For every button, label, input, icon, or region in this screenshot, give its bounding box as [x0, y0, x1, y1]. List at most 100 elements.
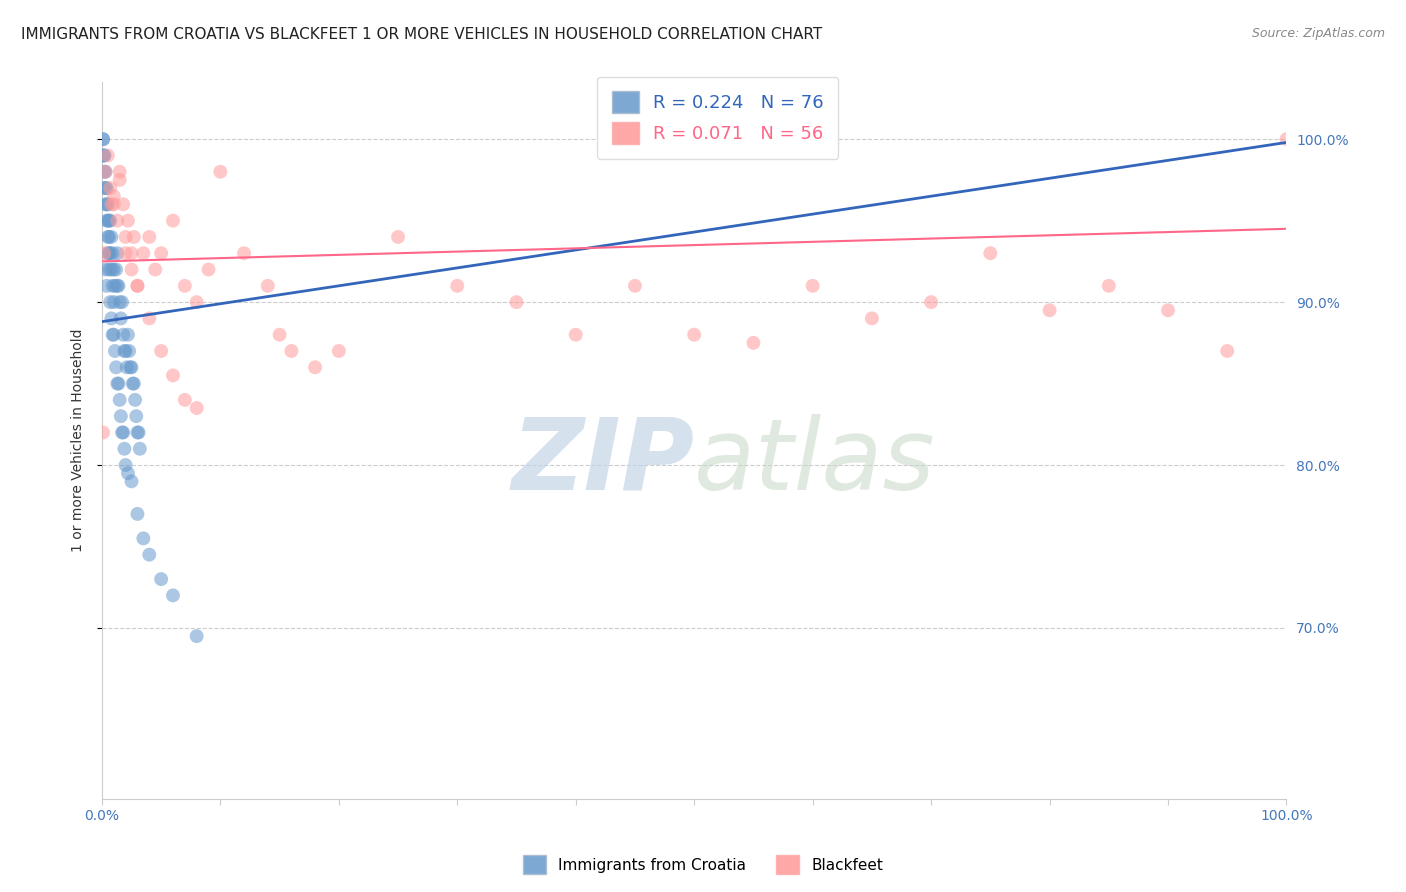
Point — [98, 213, 121, 227]
Point — [624, 278, 647, 293]
Point — [112, 327, 135, 342]
Point — [94, 165, 117, 179]
Point — [120, 360, 142, 375]
Point — [122, 230, 145, 244]
Point — [98, 230, 121, 244]
Point — [742, 335, 765, 350]
Point — [100, 262, 122, 277]
Point — [683, 327, 706, 342]
Point — [114, 246, 136, 260]
Point — [138, 230, 160, 244]
Point — [97, 148, 120, 162]
Point — [112, 197, 135, 211]
Point — [101, 327, 124, 342]
Point — [96, 181, 118, 195]
Point — [108, 173, 131, 187]
Text: IMMIGRANTS FROM CROATIA VS BLACKFEET 1 OR MORE VEHICLES IN HOUSEHOLD CORRELATION: IMMIGRANTS FROM CROATIA VS BLACKFEET 1 O… — [21, 27, 823, 42]
Point — [93, 165, 115, 179]
Y-axis label: 1 or more Vehicles in Household: 1 or more Vehicles in Household — [72, 329, 86, 552]
Point — [96, 213, 118, 227]
Point — [446, 278, 468, 293]
Point — [121, 246, 143, 260]
Text: ZIP: ZIP — [512, 414, 695, 510]
Point — [162, 213, 184, 227]
Point — [564, 327, 586, 342]
Point — [104, 343, 127, 358]
Point — [127, 507, 149, 521]
Point — [105, 376, 128, 391]
Point — [920, 295, 942, 310]
Point — [860, 311, 883, 326]
Point — [111, 295, 134, 310]
Point — [117, 213, 139, 227]
Point — [103, 327, 125, 342]
Point — [127, 425, 149, 440]
Point — [117, 327, 139, 342]
Point — [173, 278, 195, 293]
Text: atlas: atlas — [695, 414, 936, 510]
Point — [101, 278, 124, 293]
Point — [143, 262, 166, 277]
Point — [103, 295, 125, 310]
Point — [979, 246, 1001, 260]
Point — [98, 213, 121, 227]
Point — [94, 262, 117, 277]
Point — [93, 148, 115, 162]
Point — [269, 327, 291, 342]
Point — [91, 132, 114, 146]
Point — [122, 376, 145, 391]
Point — [128, 425, 150, 440]
Point — [121, 475, 143, 489]
Point — [93, 148, 115, 162]
Point — [100, 197, 122, 211]
Point — [93, 246, 115, 260]
Point — [1038, 303, 1060, 318]
Point — [186, 401, 208, 415]
Point — [100, 230, 122, 244]
Point — [117, 466, 139, 480]
Point — [1157, 303, 1180, 318]
Point — [97, 213, 120, 227]
Legend: Immigrants from Croatia, Blackfeet: Immigrants from Croatia, Blackfeet — [516, 849, 890, 880]
Point — [112, 442, 135, 456]
Point — [801, 278, 824, 293]
Legend: R = 0.224   N = 76, R = 0.071   N = 56: R = 0.224 N = 76, R = 0.071 N = 56 — [598, 77, 838, 159]
Point — [150, 343, 173, 358]
Point — [127, 278, 149, 293]
Point — [98, 181, 121, 195]
Point — [125, 409, 148, 424]
Point — [98, 246, 121, 260]
Point — [108, 392, 131, 407]
Point — [91, 132, 114, 146]
Point — [121, 376, 143, 391]
Point — [101, 246, 124, 260]
Point — [233, 246, 256, 260]
Point — [186, 295, 208, 310]
Point — [186, 629, 208, 643]
Point — [118, 343, 141, 358]
Point — [138, 548, 160, 562]
Point — [97, 246, 120, 260]
Point — [111, 425, 134, 440]
Point — [93, 181, 115, 195]
Point — [97, 230, 120, 244]
Point — [96, 197, 118, 211]
Point — [94, 181, 117, 195]
Point — [96, 278, 118, 293]
Point — [103, 262, 125, 277]
Point — [108, 295, 131, 310]
Point — [128, 442, 150, 456]
Point — [1098, 278, 1121, 293]
Point — [105, 262, 128, 277]
Point — [94, 197, 117, 211]
Point — [110, 409, 132, 424]
Point — [387, 230, 409, 244]
Point — [162, 368, 184, 383]
Point — [108, 165, 131, 179]
Point — [105, 278, 128, 293]
Point — [97, 197, 120, 211]
Point — [115, 360, 138, 375]
Point — [132, 532, 155, 546]
Point — [150, 572, 173, 586]
Point — [173, 392, 195, 407]
